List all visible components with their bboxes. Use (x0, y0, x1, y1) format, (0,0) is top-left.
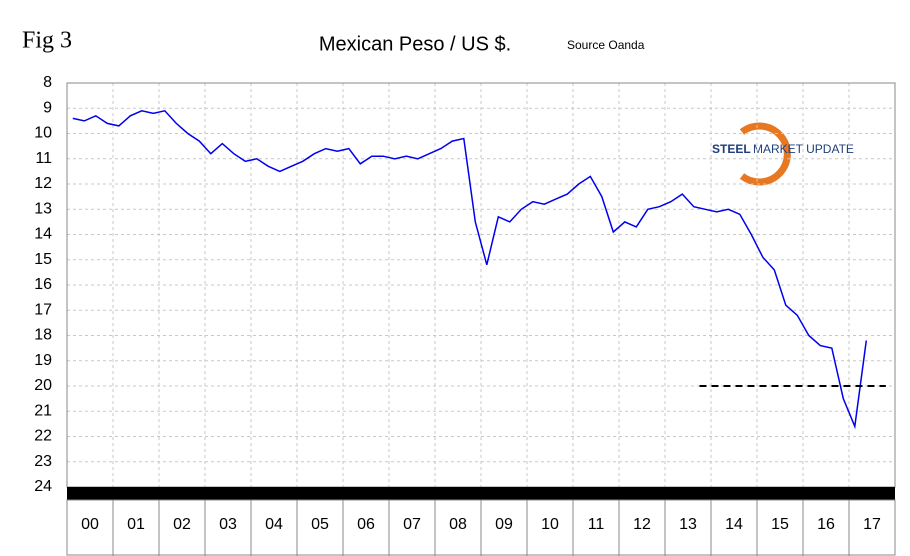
y-tick-label: 12 (34, 175, 52, 192)
x-tick-label: 07 (403, 516, 421, 533)
data-line (72, 109, 868, 430)
logo-arc (739, 122, 791, 186)
logo: STEEL MARKET UPDATE (712, 122, 854, 186)
y-tick-label: 10 (34, 125, 52, 142)
y-tick-label: 8 (43, 74, 52, 91)
y-tick-label: 18 (34, 327, 52, 344)
axis-bar (67, 487, 895, 500)
y-tick-label: 17 (34, 301, 52, 318)
y-tick-label: 21 (34, 402, 52, 419)
y-tick-label: 13 (34, 200, 52, 217)
x-tick-label: 03 (219, 516, 237, 533)
chart-title: Mexican Peso / US $. (319, 33, 511, 55)
y-tick-label: 24 (34, 478, 52, 495)
y-tick-label: 16 (34, 276, 52, 293)
x-tick-label: 16 (817, 516, 835, 533)
x-tick-label: 17 (863, 516, 881, 533)
y-tick-label: 19 (34, 352, 52, 369)
y-tick-label: 15 (34, 251, 52, 268)
figure-label: Fig 3 (22, 28, 72, 54)
y-tick-label: 9 (43, 99, 52, 116)
x-tick-label: 09 (495, 516, 513, 533)
x-tick-label: 02 (173, 516, 191, 533)
x-tick-label: 05 (311, 516, 329, 533)
logo-text: STEEL (712, 142, 751, 156)
x-tick-label: 14 (725, 516, 743, 533)
x-tick-label: 06 (357, 516, 375, 533)
x-tick-label: 08 (449, 516, 467, 533)
y-tick-label: 11 (35, 150, 52, 167)
x-tick-label: 11 (588, 516, 605, 533)
y-tick-label: 22 (34, 428, 52, 445)
x-tick-label: 13 (679, 516, 697, 533)
y-tick-label: 23 (34, 453, 52, 470)
y-tick-label: 14 (34, 226, 52, 243)
x-tick-label: 15 (771, 516, 789, 533)
x-tick-label: 00 (81, 516, 99, 533)
chart-subtitle: Source Oanda (567, 38, 645, 52)
x-tick-label: 12 (633, 516, 651, 533)
x-tick-label: 01 (127, 516, 145, 533)
x-tick-label: 04 (265, 516, 283, 533)
y-tick-label: 20 (34, 377, 52, 394)
x-tick-label: 10 (541, 516, 559, 533)
